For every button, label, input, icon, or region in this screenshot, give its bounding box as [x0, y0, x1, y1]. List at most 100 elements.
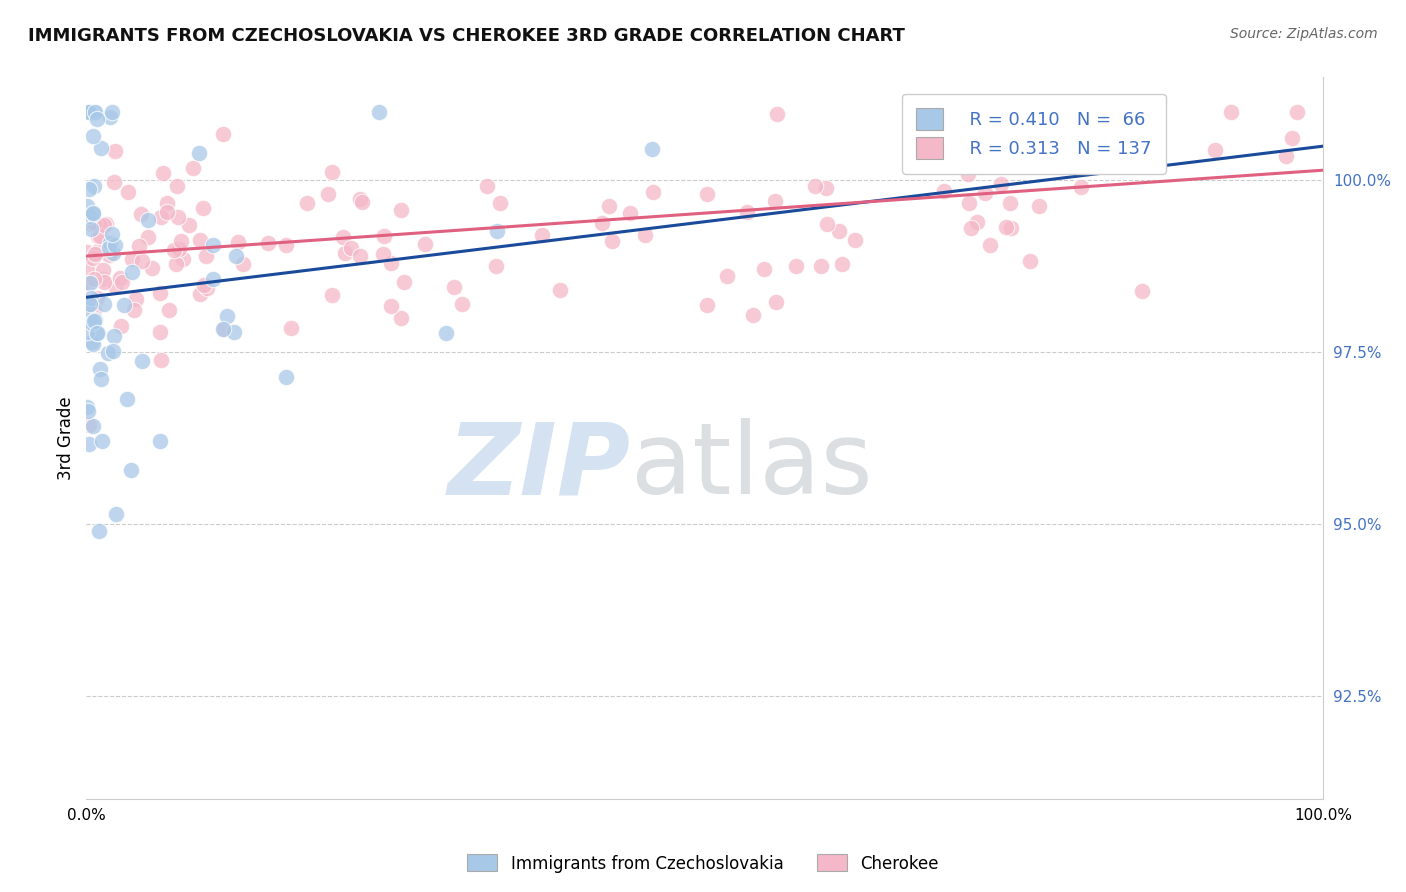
Point: [1019, 254, 1042, 268]
Point: [149, 325, 172, 339]
Point: [979, 237, 1001, 252]
Point: [101, 104, 124, 119]
Point: [83, 104, 105, 119]
Point: [1275, 149, 1298, 163]
Point: [104, 145, 127, 159]
Point: [215, 309, 238, 323]
Point: [122, 303, 145, 318]
Point: [413, 237, 436, 252]
Point: [115, 392, 138, 407]
Point: [486, 224, 509, 238]
Point: [828, 224, 851, 238]
Point: [960, 221, 983, 235]
Point: [112, 298, 135, 312]
Point: [224, 325, 246, 339]
Point: [716, 269, 738, 284]
Point: [91, 272, 114, 286]
Point: [152, 166, 174, 180]
Point: [131, 254, 153, 268]
Point: [316, 186, 339, 201]
Point: [98, 248, 121, 262]
Point: [76, 261, 98, 276]
Point: [80, 104, 103, 119]
Point: [148, 434, 170, 448]
Point: [195, 281, 218, 295]
Point: [280, 321, 302, 335]
Point: [93, 275, 115, 289]
Point: [443, 280, 465, 294]
Point: [104, 278, 127, 293]
Point: [104, 238, 127, 252]
Point: [86, 326, 108, 340]
Point: [141, 261, 163, 276]
Point: [89, 219, 111, 234]
Point: [195, 249, 218, 263]
Point: [83, 313, 105, 327]
Point: [332, 230, 354, 244]
Point: [1000, 221, 1022, 235]
Point: [129, 207, 152, 221]
Point: [696, 298, 718, 312]
Point: [120, 463, 142, 477]
Point: [815, 217, 838, 231]
Point: [349, 192, 371, 206]
Point: [166, 179, 188, 194]
Point: [177, 219, 200, 233]
Point: [79, 296, 101, 310]
Point: [83, 247, 105, 261]
Point: [98, 110, 121, 124]
Point: [450, 297, 472, 311]
Point: [188, 145, 211, 160]
Point: [696, 186, 718, 201]
Point: [110, 270, 132, 285]
Point: [149, 286, 172, 301]
Point: [101, 227, 124, 241]
Point: [485, 259, 508, 273]
Point: [1129, 152, 1152, 166]
Point: [321, 288, 343, 302]
Point: [111, 276, 134, 290]
Point: [86, 112, 108, 127]
Point: [76, 325, 98, 339]
Point: [165, 257, 187, 271]
Point: [80, 335, 103, 350]
Point: [998, 196, 1021, 211]
Point: [1281, 131, 1303, 145]
Point: [765, 106, 787, 120]
Point: [1204, 144, 1226, 158]
Point: [79, 182, 101, 196]
Point: [634, 228, 657, 243]
Point: [96, 217, 118, 231]
Point: [201, 237, 224, 252]
Point: [136, 212, 159, 227]
Legend:   R = 0.410   N =  66,   R = 0.313   N = 137: R = 0.410 N = 66, R = 0.313 N = 137: [901, 94, 1166, 174]
Point: [90, 372, 112, 386]
Point: [82, 207, 104, 221]
Point: [735, 205, 758, 219]
Point: [181, 161, 204, 176]
Point: [91, 263, 114, 277]
Point: [82, 336, 104, 351]
Point: [103, 176, 125, 190]
Legend: Immigrants from Czechoslovakia, Cherokee: Immigrants from Czechoslovakia, Cherokee: [461, 847, 945, 880]
Point: [87, 244, 110, 259]
Point: [1132, 284, 1154, 298]
Point: [79, 437, 101, 451]
Point: [163, 244, 186, 258]
Point: [80, 217, 103, 231]
Text: atlas: atlas: [630, 418, 872, 516]
Point: [97, 346, 120, 360]
Point: [76, 404, 98, 418]
Point: [82, 252, 104, 266]
Point: [212, 127, 235, 141]
Point: [276, 370, 298, 384]
Point: [349, 250, 371, 264]
Point: [190, 234, 212, 248]
Point: [600, 234, 623, 248]
Point: [193, 201, 215, 215]
Text: IMMIGRANTS FROM CZECHOSLOVAKIA VS CHEROKEE 3RD GRADE CORRELATION CHART: IMMIGRANTS FROM CZECHOSLOVAKIA VS CHEROK…: [28, 27, 905, 45]
Point: [83, 216, 105, 230]
Point: [957, 196, 980, 211]
Point: [110, 318, 132, 333]
Point: [619, 205, 641, 219]
